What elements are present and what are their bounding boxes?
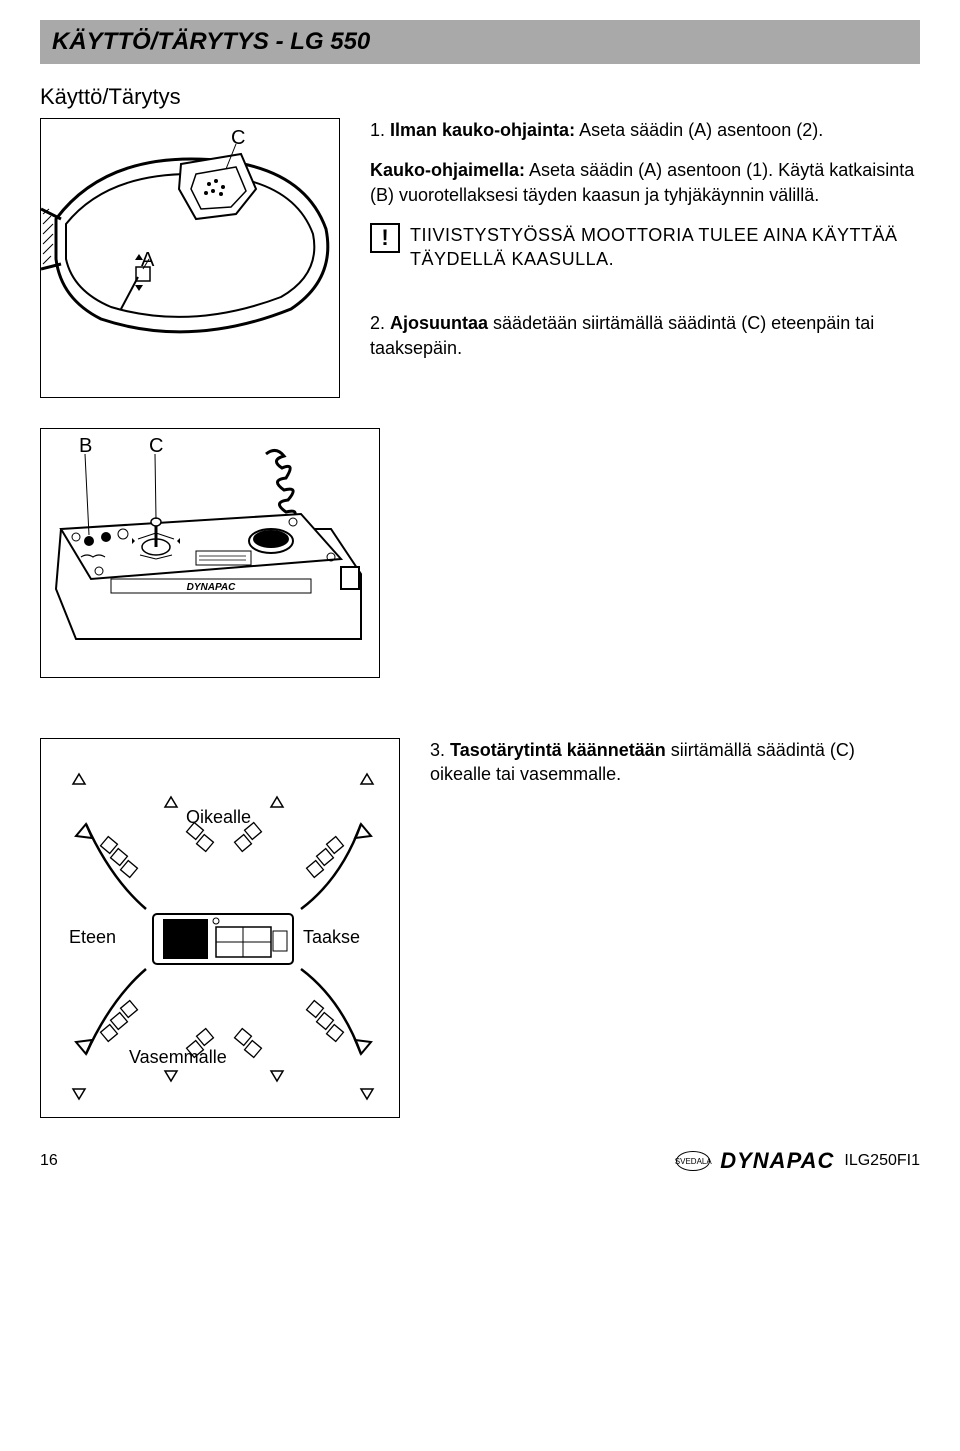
remote-illustration: DYNAPAC [41, 429, 381, 679]
step-1b: Kauko-ohjaimella: Aseta säädin (A) asent… [370, 158, 920, 207]
svg-text:DYNAPAC: DYNAPAC [187, 582, 236, 593]
brand-small: SVEDALA [676, 1151, 710, 1171]
step3-col: 3. Tasotärytintä käännetään siirtämällä … [430, 738, 920, 803]
figure2-label-b: B [79, 435, 92, 458]
step-1: 1. Ilman kauko-ohjainta: Aseta säädin (A… [370, 118, 920, 142]
figure1-label-c: C [231, 127, 245, 150]
instructions-col: 1. Ilman kauko-ohjainta: Aseta säädin (A… [370, 118, 920, 376]
warning-row: ! TIIVISTYSTYÖSSÄ MOOTTORIA TULEE AINA K… [370, 223, 920, 272]
step1-lead: Ilman kauko-ohjainta: [390, 120, 575, 140]
header-bar: KÄYTTÖ/TÄRYTYS - LG 550 [40, 20, 920, 64]
warning-icon: ! [370, 223, 400, 253]
step1b-lead: Kauko-ohjaimella: [370, 160, 525, 180]
footer-right: SVEDALA DYNAPAC ILG250FI1 [676, 1148, 920, 1174]
figure-1: C A [40, 118, 340, 398]
brand-logo: DYNAPAC [720, 1148, 834, 1174]
handle-illustration [41, 119, 341, 399]
row-3: Oikealle Eteen Taakse Vasemmalle [40, 738, 920, 1118]
step2-num: 2. [370, 313, 385, 333]
page: KÄYTTÖ/TÄRYTYS - LG 550 Käyttö/Tärytys C… [0, 0, 960, 1194]
step3-num: 3. [430, 740, 445, 760]
figure1-label-a: A [141, 249, 154, 272]
step3-lead: Tasotärytintä käännetään [450, 740, 666, 760]
step-2: 2. Ajosuuntaa säädetään siirtämällä sääd… [370, 311, 920, 360]
page-number: 16 [40, 1152, 58, 1170]
page-title: KÄYTTÖ/TÄRYTYS - LG 550 [52, 28, 908, 56]
dir-right: Oikealle [186, 807, 251, 828]
figure-2: B C [40, 428, 380, 678]
dir-back: Taakse [303, 927, 360, 948]
step1-num: 1. [370, 120, 385, 140]
dir-left: Vasemmalle [129, 1047, 227, 1068]
row-1: C A [40, 118, 920, 398]
figure-3: Oikealle Eteen Taakse Vasemmalle [40, 738, 400, 1118]
step2-lead: Ajosuuntaa [390, 313, 488, 333]
dir-forward: Eteen [69, 927, 116, 948]
figure2-label-c: C [149, 435, 163, 458]
footer: 16 SVEDALA DYNAPAC ILG250FI1 [40, 1148, 920, 1174]
step-3: 3. Tasotärytintä käännetään siirtämällä … [430, 738, 920, 787]
doc-id: ILG250FI1 [844, 1152, 920, 1170]
warning-text: TIIVISTYSTYÖSSÄ MOOTTORIA TULEE AINA KÄY… [410, 223, 920, 272]
section-title: Käyttö/Tärytys [40, 84, 920, 110]
step1-rest: Aseta säädin (A) asentoon (2). [575, 120, 823, 140]
